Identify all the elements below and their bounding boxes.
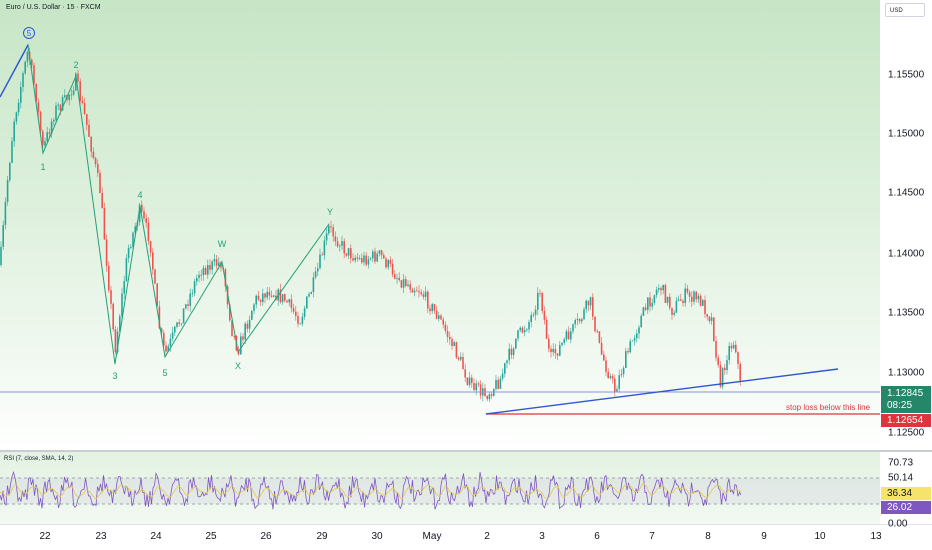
time-label: 10 bbox=[814, 531, 826, 542]
time-label: 23 bbox=[95, 531, 107, 542]
stop-price-badge: 1.12654 bbox=[881, 414, 931, 427]
rsi-tick: 70.73 bbox=[888, 457, 914, 469]
time-label: 24 bbox=[150, 531, 162, 542]
symbol-title[interactable]: Euro / U.S. Dollar · 15 · FXCM bbox=[6, 4, 101, 11]
time-label: 3 bbox=[539, 531, 545, 542]
time-label: 13 bbox=[870, 531, 882, 542]
price-tick: 1.15500 bbox=[888, 69, 925, 81]
stop-loss-note: stop loss below this line bbox=[786, 403, 871, 412]
time-label: 2 bbox=[484, 531, 490, 542]
time-axis[interactable] bbox=[0, 524, 932, 550]
price-tick: 1.12500 bbox=[888, 427, 925, 439]
time-label: 22 bbox=[39, 531, 51, 542]
price-tick: 1.13000 bbox=[888, 367, 925, 379]
main-chart-pane[interactable] bbox=[0, 0, 880, 450]
rsi-pane[interactable] bbox=[0, 452, 880, 524]
rsi-tick: 0.00 bbox=[888, 518, 908, 530]
rsi-sma-badge: 36.34 bbox=[881, 487, 931, 500]
rsi-indicator-title[interactable]: RSI (7, close, SMA, 14, 2) bbox=[4, 456, 74, 462]
rsi-tick: 50.14 bbox=[888, 472, 914, 484]
time-label: 30 bbox=[371, 531, 383, 542]
price-tick: 1.13500 bbox=[888, 307, 925, 319]
time-label: 9 bbox=[761, 531, 767, 542]
time-label: 29 bbox=[316, 531, 328, 542]
current-price-badge: 1.12845 08:25 bbox=[881, 386, 931, 413]
price-tick: 1.15000 bbox=[888, 128, 925, 140]
price-axis[interactable] bbox=[880, 0, 932, 450]
pane-separator[interactable] bbox=[0, 450, 932, 452]
current-price-value: 1.12845 bbox=[887, 388, 924, 399]
time-label: 26 bbox=[260, 531, 272, 542]
currency-button[interactable]: USD bbox=[885, 3, 925, 17]
time-label: 7 bbox=[649, 531, 655, 542]
time-label: 6 bbox=[594, 531, 600, 542]
rsi-value-badge: 26.02 bbox=[881, 501, 931, 514]
bar-countdown: 08:25 bbox=[887, 400, 913, 411]
price-tick: 1.14500 bbox=[888, 187, 925, 199]
time-label: May bbox=[422, 531, 442, 542]
price-tick: 1.14000 bbox=[888, 248, 925, 260]
time-label: 25 bbox=[205, 531, 217, 542]
time-label: 8 bbox=[705, 531, 711, 542]
